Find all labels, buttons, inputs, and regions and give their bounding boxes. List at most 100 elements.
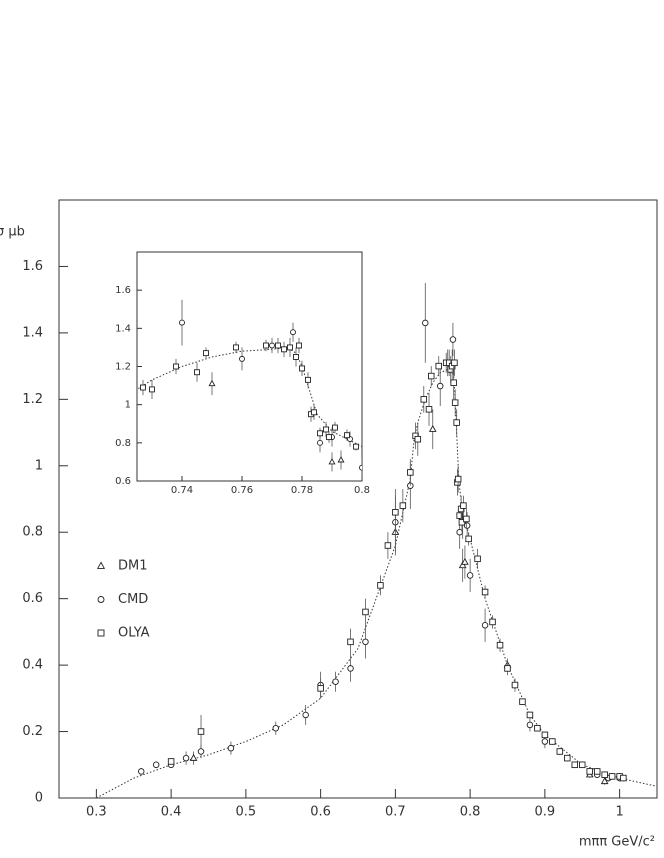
y-axis-label: σ μb bbox=[0, 225, 25, 240]
marker bbox=[174, 364, 179, 369]
marker bbox=[378, 583, 384, 589]
marker bbox=[600, 545, 605, 550]
marker bbox=[348, 639, 354, 645]
marker bbox=[141, 385, 146, 390]
x-tick-label: 0.78 bbox=[291, 485, 313, 496]
marker bbox=[467, 573, 473, 579]
marker bbox=[329, 459, 335, 464]
marker bbox=[540, 528, 545, 533]
marker bbox=[497, 642, 503, 648]
marker bbox=[276, 343, 281, 348]
y-tick-label: 1.6 bbox=[22, 259, 43, 274]
marker bbox=[333, 679, 339, 685]
marker bbox=[437, 383, 443, 389]
marker bbox=[270, 343, 275, 348]
plot-frame bbox=[59, 200, 657, 798]
marker bbox=[291, 330, 296, 335]
marker bbox=[360, 465, 365, 470]
legend-label: CMD bbox=[118, 592, 148, 607]
marker bbox=[363, 609, 369, 615]
marker bbox=[273, 725, 279, 731]
y-tick-label: 1 bbox=[125, 400, 131, 411]
marker bbox=[234, 345, 239, 350]
marker bbox=[318, 431, 323, 436]
y-tick-label: 0.2 bbox=[22, 724, 43, 739]
marker bbox=[565, 755, 571, 761]
marker bbox=[345, 433, 350, 438]
marker bbox=[579, 762, 585, 768]
y-tick-label: 1.6 bbox=[115, 285, 131, 296]
marker bbox=[454, 420, 460, 426]
marker bbox=[509, 516, 515, 521]
x-tick-label: 0.7 bbox=[385, 805, 406, 820]
marker bbox=[393, 509, 399, 515]
marker bbox=[303, 712, 309, 718]
marker bbox=[98, 630, 104, 636]
marker bbox=[324, 427, 329, 432]
marker bbox=[630, 553, 635, 558]
marker bbox=[120, 414, 125, 419]
marker bbox=[60, 435, 65, 440]
x-tick-label: 0.5 bbox=[236, 805, 257, 820]
data-area bbox=[0, 300, 664, 596]
marker bbox=[318, 686, 324, 692]
x-tick-label: 0.74 bbox=[171, 485, 193, 496]
marker bbox=[660, 561, 664, 566]
y-tick-label: 0.8 bbox=[115, 438, 131, 449]
marker bbox=[527, 722, 533, 728]
marker bbox=[466, 536, 472, 542]
marker bbox=[527, 712, 533, 718]
marker bbox=[450, 492, 455, 497]
marker bbox=[282, 347, 287, 352]
marker bbox=[228, 745, 234, 751]
marker bbox=[209, 381, 215, 386]
marker bbox=[138, 769, 144, 775]
marker bbox=[542, 732, 548, 738]
marker bbox=[333, 425, 338, 430]
marker bbox=[520, 699, 526, 705]
marker bbox=[98, 597, 104, 603]
marker bbox=[540, 528, 545, 533]
marker bbox=[572, 762, 578, 768]
marker bbox=[180, 320, 185, 325]
data-area bbox=[96, 283, 657, 798]
marker bbox=[452, 400, 458, 406]
marker bbox=[318, 440, 323, 445]
marker bbox=[436, 363, 442, 369]
marker bbox=[452, 360, 458, 366]
x-tick-label: 0.8 bbox=[354, 485, 370, 496]
y-tick-label: 0.6 bbox=[22, 591, 43, 606]
y-tick-label: 0.8 bbox=[22, 525, 43, 540]
x-axis-label: mππ GeV/c² bbox=[579, 835, 655, 850]
marker bbox=[461, 503, 467, 509]
marker bbox=[602, 772, 608, 778]
marker bbox=[660, 557, 664, 562]
x-tick-label: 0.3 bbox=[86, 805, 107, 820]
marker bbox=[198, 749, 204, 755]
marker bbox=[415, 436, 421, 442]
marker bbox=[338, 457, 344, 462]
y-tick-label: 1.4 bbox=[115, 323, 131, 334]
marker bbox=[609, 774, 615, 780]
marker bbox=[505, 666, 511, 672]
x-tick-label: 0.9 bbox=[535, 805, 556, 820]
marker bbox=[300, 366, 305, 371]
x-tick-label: 0.76 bbox=[231, 485, 253, 496]
marker bbox=[294, 354, 299, 359]
marker bbox=[550, 739, 556, 745]
marker bbox=[475, 556, 481, 562]
x-tick-label: 0.4 bbox=[161, 805, 182, 820]
marker bbox=[422, 320, 428, 326]
legend-label: DM1 bbox=[118, 559, 148, 574]
fit-curve bbox=[96, 366, 657, 798]
marker bbox=[204, 351, 209, 356]
marker bbox=[306, 377, 311, 382]
marker bbox=[542, 739, 548, 745]
y-tick-label: 1.2 bbox=[115, 362, 131, 373]
marker bbox=[98, 562, 105, 568]
marker bbox=[426, 407, 432, 413]
y-tick-label: 1.2 bbox=[22, 392, 43, 407]
marker bbox=[421, 397, 427, 403]
